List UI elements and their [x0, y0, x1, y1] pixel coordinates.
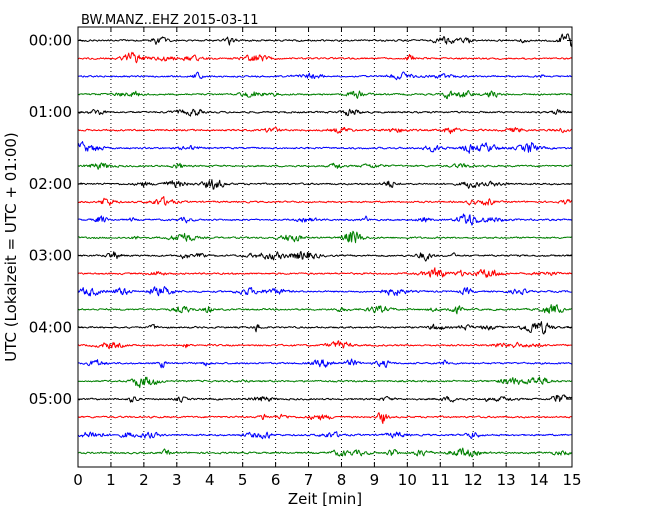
seismic-trace-5: [77, 126, 573, 135]
y-tick-label: 01:00: [29, 103, 72, 121]
seismic-trace-22: [77, 431, 573, 440]
seismic-trace-8: [77, 179, 573, 190]
grid-lines: [110, 27, 540, 467]
seismic-trace-23: [77, 447, 573, 458]
x-tick-label: 7: [304, 471, 314, 489]
x-tick-label: 4: [205, 471, 215, 489]
y-axis-label: UTC (Lokalzeit = UTC + 01:00): [2, 132, 20, 362]
seismic-trace-11: [77, 230, 573, 244]
x-tick-label: 5: [238, 471, 248, 489]
traces: [77, 33, 573, 458]
plot-frame: [77, 26, 573, 468]
y-tick-label: 04:00: [29, 318, 72, 336]
seismic-trace-19: [77, 376, 573, 389]
x-axis-label: Zeit [min]: [288, 490, 362, 508]
seismic-trace-6: [77, 141, 573, 154]
x-tick-label: 2: [139, 471, 149, 489]
plot-area: [78, 27, 572, 467]
y-tick-label: 05:00: [29, 390, 72, 408]
y-tick-label: 02:00: [29, 175, 72, 193]
y-tick-label: 00:00: [29, 32, 72, 50]
seismic-trace-14: [77, 286, 573, 297]
x-tick-label: 10: [398, 471, 417, 489]
x-tick-label: 15: [562, 471, 581, 489]
seismic-trace-17: [77, 340, 573, 350]
x-tick-label: 1: [106, 471, 116, 489]
x-tick-label: 6: [271, 471, 281, 489]
seismic-trace-18: [77, 358, 573, 369]
seismic-trace-12: [77, 250, 573, 262]
seismic-trace-7: [77, 162, 573, 170]
x-tick-label: 12: [464, 471, 483, 489]
x-tick-label: 11: [431, 471, 450, 489]
x-tick-label: 8: [337, 471, 347, 489]
x-tick-label: 14: [530, 471, 549, 489]
seismic-trace-1: [77, 51, 573, 64]
seismic-trace-2: [77, 71, 573, 81]
x-tick-label: 3: [172, 471, 182, 489]
y-tick-label: 03:00: [29, 247, 72, 265]
seismic-trace-15: [77, 304, 573, 315]
seismic-trace-13: [77, 267, 573, 278]
x-tick-label: 13: [497, 471, 516, 489]
axis-ticks: 0 1 2 3 4 5 6 7 8 9 10 11 12 13 14 1500:0001:0002:0003:…: [29, 27, 582, 489]
x-tick-label: 0: [73, 471, 83, 489]
seismic-trace-9: [77, 196, 573, 206]
seismic-trace-4: [77, 108, 573, 117]
chart-title: BW.MANZ..EHZ 2015-03-11: [81, 13, 259, 28]
seismic-trace-20: [77, 394, 573, 403]
seismic-trace-3: [77, 90, 573, 100]
seismic-trace-10: [77, 213, 573, 226]
seismic-trace-0: [77, 33, 573, 47]
seismic-trace-16: [77, 321, 573, 335]
x-tick-label: 9: [370, 471, 380, 489]
seismic-trace-21: [77, 412, 573, 425]
